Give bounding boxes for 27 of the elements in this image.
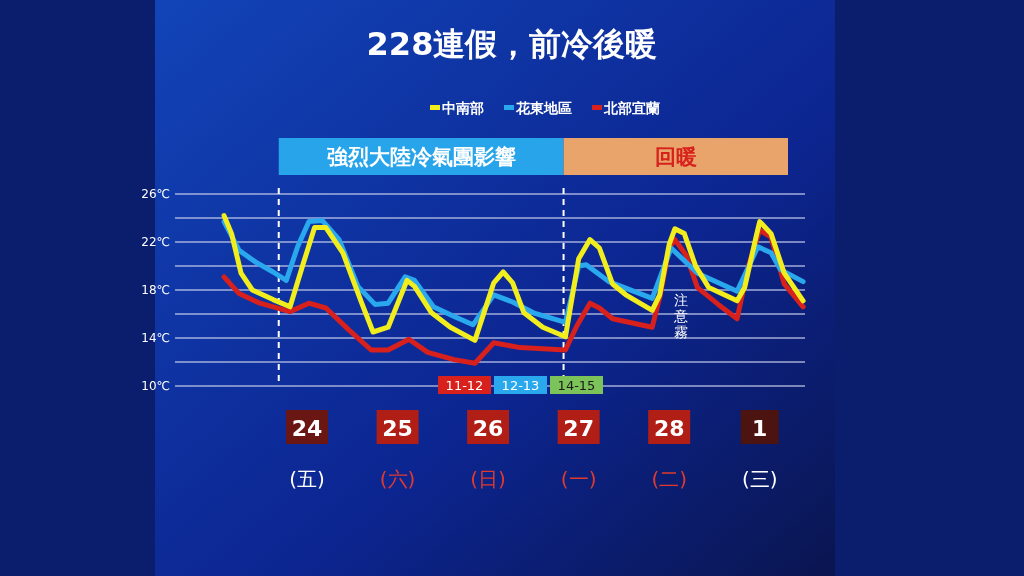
y-tick-label: 18℃ bbox=[141, 283, 170, 297]
x-tick-label: 24 bbox=[291, 416, 323, 441]
x-tick-label: 28 bbox=[653, 416, 685, 441]
annotation: 注意霧 bbox=[673, 292, 688, 340]
annotation: 12-13 bbox=[501, 378, 540, 393]
text: 回暖 bbox=[654, 145, 697, 169]
text: (三) bbox=[741, 467, 778, 491]
legend-label: 花東地區 bbox=[515, 100, 572, 116]
text: (二) bbox=[651, 467, 687, 491]
y-tick-label: 26℃ bbox=[141, 187, 170, 201]
x-tick-label: 25 bbox=[382, 416, 413, 441]
text: 強烈大陸冷氣團影響 bbox=[326, 145, 516, 169]
legend-label: 北部宜蘭 bbox=[603, 100, 660, 116]
text: (日) bbox=[470, 467, 506, 491]
text: (六) bbox=[379, 467, 416, 491]
text: (五) bbox=[289, 467, 325, 491]
legend-label: 中南部 bbox=[442, 100, 484, 116]
y-tick-label: 22℃ bbox=[141, 235, 170, 249]
x-tick-label: 1 bbox=[752, 416, 768, 441]
y-tick-label: 14℃ bbox=[141, 331, 170, 345]
annotation: 11-12 bbox=[445, 378, 484, 393]
chart-title: 228連假，前冷後暖 bbox=[366, 25, 658, 63]
y-tick-label: 10℃ bbox=[141, 379, 170, 393]
x-tick-label: 27 bbox=[563, 416, 594, 441]
annotation: 14-15 bbox=[557, 378, 596, 393]
text: (一) bbox=[560, 467, 597, 491]
x-tick-label: 26 bbox=[472, 416, 504, 441]
